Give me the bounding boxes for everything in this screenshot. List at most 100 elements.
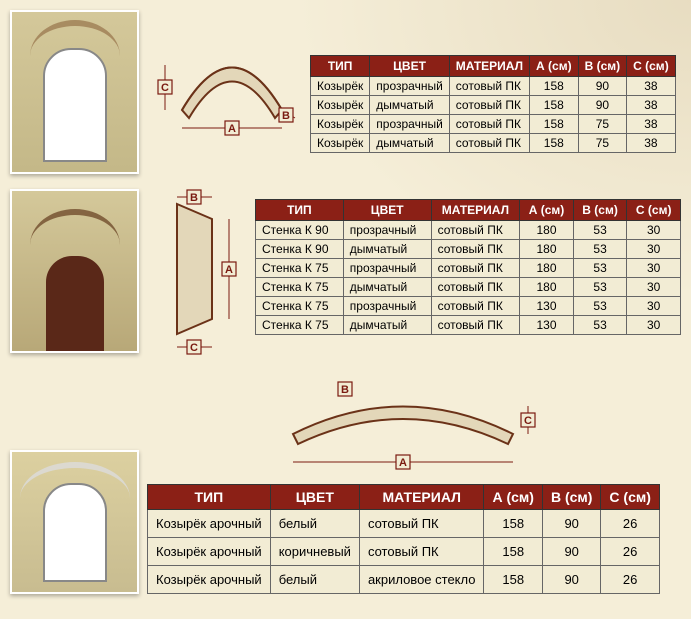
- cell-a: 180: [520, 240, 574, 259]
- cell-type: Стенка К 75: [256, 297, 344, 316]
- cell-material: сотовый ПК: [431, 259, 520, 278]
- cell-b: 90: [578, 77, 627, 96]
- cell-c: 38: [627, 77, 676, 96]
- th-type: ТИП: [148, 485, 271, 510]
- table2-body: Стенка К 90прозрачныйсотовый ПК1805330Ст…: [256, 221, 681, 335]
- dim-label-a: A: [399, 457, 407, 469]
- cell-type: Козырёк арочный: [148, 510, 271, 538]
- table-row: Стенка К 75дымчатыйсотовый ПК1305330: [256, 316, 681, 335]
- table-row: Стенка К 90прозрачныйсотовый ПК1805330: [256, 221, 681, 240]
- cell-b: 53: [573, 221, 627, 240]
- cell-color: дымчатый: [343, 240, 431, 259]
- section-arch: A B C ТИП ЦВЕТ МАТЕРИАЛ А (см) В (см) С …: [10, 374, 681, 594]
- cell-c: 26: [601, 538, 659, 566]
- cell-material: сотовый ПК: [431, 240, 520, 259]
- cell-color: коричневый: [270, 538, 359, 566]
- cell-color: прозрачный: [343, 259, 431, 278]
- cell-c: 30: [627, 259, 681, 278]
- cell-c: 26: [601, 510, 659, 538]
- cell-type: Козырёк: [311, 77, 370, 96]
- cell-b: 53: [573, 278, 627, 297]
- cell-c: 38: [627, 96, 676, 115]
- cell-b: 90: [542, 538, 600, 566]
- cell-a: 158: [484, 566, 542, 594]
- cell-color: прозрачный: [370, 115, 450, 134]
- cell-c: 26: [601, 566, 659, 594]
- cell-material: сотовый ПК: [431, 278, 520, 297]
- cell-a: 180: [520, 259, 574, 278]
- cell-material: сотовый ПК: [359, 538, 484, 566]
- th-type: ТИП: [311, 56, 370, 77]
- dim-label-c: C: [524, 415, 532, 427]
- cell-material: сотовый ПК: [431, 316, 520, 335]
- photo-sidewall: [10, 189, 139, 353]
- cell-color: белый: [270, 566, 359, 594]
- cell-c: 30: [627, 221, 681, 240]
- cell-b: 53: [573, 240, 627, 259]
- cell-a: 158: [530, 77, 579, 96]
- table-row: Стенка К 75прозрачныйсотовый ПК1305330: [256, 297, 681, 316]
- dim-label-b: B: [190, 192, 198, 204]
- cell-b: 90: [542, 510, 600, 538]
- section-sidewall: A B C ТИП ЦВЕТ МАТЕРИАЛ А (см) В (см) С …: [10, 189, 681, 359]
- th-b: В (см): [578, 56, 627, 77]
- diagram-sidewall: A B C: [147, 189, 247, 359]
- photo-canopy: [10, 10, 139, 174]
- table-row: Козырёк арочныйбелыйсотовый ПК1589026: [148, 510, 660, 538]
- table-arch: ТИП ЦВЕТ МАТЕРИАЛ А (см) В (см) С (см) К…: [147, 484, 660, 594]
- cell-color: дымчатый: [370, 134, 450, 153]
- th-color: ЦВЕТ: [370, 56, 450, 77]
- cell-a: 158: [484, 538, 542, 566]
- cell-type: Козырёк арочный: [148, 566, 271, 594]
- cell-a: 130: [520, 316, 574, 335]
- cell-material: сотовый ПК: [449, 115, 529, 134]
- table-row: Стенка К 90дымчатыйсотовый ПК1805330: [256, 240, 681, 259]
- diagram-canopy: A B C: [147, 10, 302, 140]
- cell-material: сотовый ПК: [359, 510, 484, 538]
- th-a: А (см): [520, 200, 574, 221]
- table-row: Козырёкпрозрачныйсотовый ПК1587538: [311, 115, 676, 134]
- cell-c: 30: [627, 316, 681, 335]
- cell-c: 30: [627, 278, 681, 297]
- cell-type: Стенка К 90: [256, 240, 344, 259]
- table-row: Козырёкдымчатыйсотовый ПК1589038: [311, 96, 676, 115]
- th-c: С (см): [627, 200, 681, 221]
- cell-type: Стенка К 75: [256, 278, 344, 297]
- cell-b: 75: [578, 115, 627, 134]
- cell-type: Стенка К 75: [256, 316, 344, 335]
- cell-c: 30: [627, 240, 681, 259]
- cell-b: 90: [578, 96, 627, 115]
- dim-label-c: C: [190, 342, 198, 354]
- table-row: Козырёк арочныйкоричневыйсотовый ПК15890…: [148, 538, 660, 566]
- cell-material: сотовый ПК: [431, 221, 520, 240]
- table1-body: Козырёкпрозрачныйсотовый ПК1589038Козырё…: [311, 77, 676, 153]
- dim-label-c: C: [161, 82, 169, 94]
- cell-color: дымчатый: [370, 96, 450, 115]
- table-canopy: ТИП ЦВЕТ МАТЕРИАЛ А (см) В (см) С (см) К…: [310, 55, 676, 153]
- cell-a: 130: [520, 297, 574, 316]
- th-b: В (см): [542, 485, 600, 510]
- th-material: МАТЕРИАЛ: [359, 485, 484, 510]
- th-c: С (см): [627, 56, 676, 77]
- cell-c: 38: [627, 134, 676, 153]
- th-b: В (см): [573, 200, 627, 221]
- cell-a: 158: [530, 134, 579, 153]
- th-a: А (см): [530, 56, 579, 77]
- cell-material: сотовый ПК: [449, 134, 529, 153]
- cell-color: прозрачный: [370, 77, 450, 96]
- cell-type: Стенка К 90: [256, 221, 344, 240]
- cell-b: 53: [573, 316, 627, 335]
- photo-arch: [10, 450, 139, 594]
- cell-type: Козырёк: [311, 134, 370, 153]
- cell-a: 158: [530, 115, 579, 134]
- cell-c: 38: [627, 115, 676, 134]
- table-row: Козырёкдымчатыйсотовый ПК1587538: [311, 134, 676, 153]
- cell-a: 158: [530, 96, 579, 115]
- table-sidewall: ТИП ЦВЕТ МАТЕРИАЛ А (см) В (см) С (см) С…: [255, 199, 681, 335]
- dim-label-b: B: [282, 110, 290, 122]
- cell-material: сотовый ПК: [449, 96, 529, 115]
- cell-type: Козырёк: [311, 96, 370, 115]
- cell-color: прозрачный: [343, 297, 431, 316]
- th-c: С (см): [601, 485, 659, 510]
- cell-a: 180: [520, 221, 574, 240]
